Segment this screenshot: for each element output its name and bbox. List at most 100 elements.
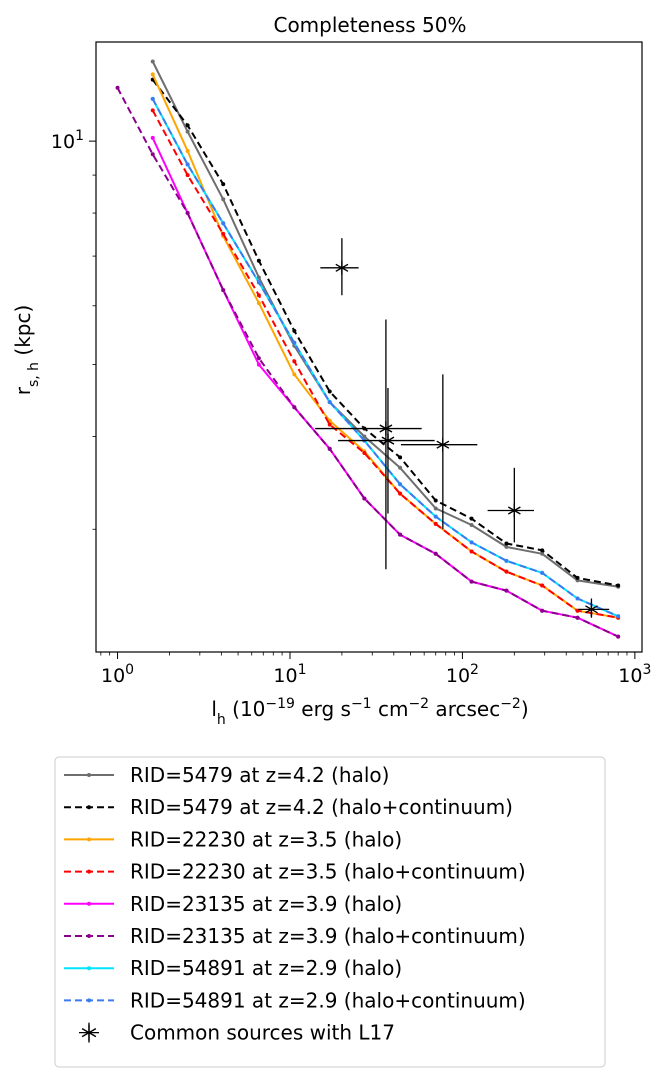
series-point-7 xyxy=(150,96,155,101)
series-line-7 xyxy=(151,98,619,618)
series-point-5 xyxy=(540,608,545,613)
series-point-0 xyxy=(185,129,190,134)
series-point-5 xyxy=(256,356,261,361)
x-tick-label: 100 xyxy=(101,662,134,687)
legend-swatch-marker xyxy=(87,773,91,777)
series-point-3 xyxy=(362,451,367,456)
series-point-3 xyxy=(469,549,474,554)
series-point-0 xyxy=(150,59,155,64)
observed-point xyxy=(381,433,395,448)
series-point-7 xyxy=(327,400,332,405)
chart-title: Completeness 50% xyxy=(273,13,466,37)
series-point-0 xyxy=(362,434,367,439)
legend-entry: RID=23135 at z=3.9 (halo) xyxy=(130,892,402,916)
series-point-3 xyxy=(221,231,226,236)
series-point-5 xyxy=(327,446,332,451)
series-point-2 xyxy=(150,72,155,77)
x-tick-label: 103 xyxy=(618,662,651,687)
y-tick-label: 101 xyxy=(51,128,84,153)
series-point-1 xyxy=(398,455,403,460)
series-point-5 xyxy=(362,496,367,501)
series-point-3 xyxy=(256,293,261,298)
series-point-1 xyxy=(292,328,297,333)
legend-entry: RID=22230 at z=3.5 (halo) xyxy=(130,827,402,851)
series-point-2 xyxy=(256,301,261,306)
observed-point xyxy=(507,503,521,518)
observed-point xyxy=(585,602,598,617)
series-point-3 xyxy=(185,173,190,178)
series-point-5 xyxy=(221,288,226,293)
legend-entry: RID=23135 at z=3.9 (halo+continuum) xyxy=(130,924,526,948)
series-point-5 xyxy=(469,579,474,584)
legend-entry: Common sources with L17 xyxy=(130,1021,395,1045)
series-point-0 xyxy=(469,522,474,527)
series-point-0 xyxy=(256,275,261,280)
legend-swatch-marker xyxy=(87,805,91,810)
legend-swatch-marker xyxy=(87,998,91,1003)
series-point-5 xyxy=(292,405,297,410)
series-point-0 xyxy=(398,465,403,470)
legend-swatch-marker xyxy=(87,837,91,842)
series-point-7 xyxy=(433,514,438,519)
series-line-3 xyxy=(151,109,619,619)
x-tick-label: 101 xyxy=(273,662,306,687)
series-point-0 xyxy=(504,544,509,549)
series-point-5 xyxy=(504,588,509,593)
legend-swatch-marker xyxy=(87,934,91,938)
series-point-1 xyxy=(575,575,580,580)
series-point-0 xyxy=(433,506,438,511)
legend-swatch-marker xyxy=(87,901,91,906)
series-point-7 xyxy=(221,221,226,226)
series-point-4 xyxy=(150,135,155,140)
legend-swatch-marker xyxy=(87,869,91,874)
observed-point xyxy=(379,421,393,436)
series-point-7 xyxy=(185,162,190,167)
series-point-2 xyxy=(185,148,190,153)
series-point-4 xyxy=(256,362,261,367)
series-point-7 xyxy=(256,280,261,285)
x-tick-label: 102 xyxy=(446,662,479,687)
legend-box xyxy=(54,756,606,1068)
series-point-3 xyxy=(433,521,438,526)
axis-ticks: 100 101 102 103 101 xyxy=(51,128,652,687)
series-point-0 xyxy=(540,551,545,556)
series-point-7 xyxy=(616,614,621,619)
series-line-5 xyxy=(116,87,619,638)
plot-area xyxy=(115,59,621,639)
series-point-0 xyxy=(221,197,226,202)
series-point-1 xyxy=(616,583,621,588)
legend-entry: RID=54891 at z=2.9 (halo+continuum) xyxy=(130,988,526,1012)
legend: RID=5479 at z=4.2 (halo) RID=5479 at z=4.… xyxy=(64,763,526,1045)
series-point-5 xyxy=(616,634,621,639)
legend-entry: RID=54891 at z=2.9 (halo) xyxy=(130,956,402,980)
series-point-5 xyxy=(575,615,580,620)
legend-entry: RID=5479 at z=4.2 (halo+continuum) xyxy=(130,795,513,819)
series-point-1 xyxy=(256,258,261,263)
y-axis-label: rs, h (kpc) xyxy=(11,305,42,396)
plot-frame xyxy=(95,41,643,653)
series-point-5 xyxy=(115,85,120,90)
legend-entry: RID=22230 at z=3.5 (halo+continuum) xyxy=(130,860,526,884)
series-point-5 xyxy=(398,532,403,537)
series-point-1 xyxy=(433,498,438,503)
series-point-7 xyxy=(469,540,474,545)
series-point-2 xyxy=(292,372,297,377)
series-point-3 xyxy=(327,422,332,427)
series-point-1 xyxy=(540,548,545,553)
series-point-1 xyxy=(327,389,332,394)
series-point-7 xyxy=(575,596,580,601)
series-point-3 xyxy=(150,108,155,113)
series-point-5 xyxy=(433,551,438,556)
series-line-0 xyxy=(151,61,619,588)
series-point-1 xyxy=(504,541,509,546)
series-line-1 xyxy=(151,79,619,587)
series-point-1 xyxy=(185,123,190,128)
series-point-7 xyxy=(504,558,509,563)
series-point-3 xyxy=(504,569,509,574)
series-point-1 xyxy=(221,182,226,187)
series-point-1 xyxy=(469,516,474,521)
series-point-7 xyxy=(540,570,545,575)
series-point-7 xyxy=(292,340,297,345)
legend-swatch-marker xyxy=(87,966,91,971)
